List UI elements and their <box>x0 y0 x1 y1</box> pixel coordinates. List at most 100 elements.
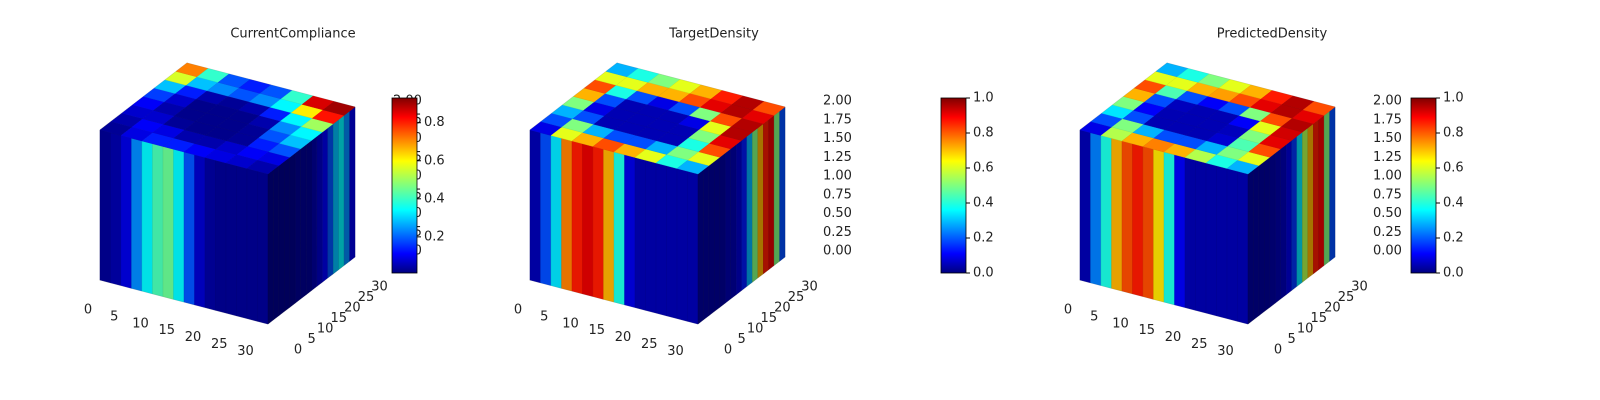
subplot-title: CurrentCompliance <box>230 27 355 42</box>
y-tick-label: 15 <box>1311 311 1328 326</box>
voxel-front <box>592 146 604 300</box>
voxel-front <box>540 132 552 286</box>
voxel-front <box>1153 149 1165 303</box>
y-tick-label: 15 <box>761 311 778 326</box>
y-tick-label: 20 <box>344 301 361 316</box>
z-tick-label: 0.50 <box>823 206 852 221</box>
voxel-side <box>267 169 274 325</box>
colorbar-tick-label: 0.8 <box>1443 126 1464 141</box>
voxel-front <box>1090 132 1102 286</box>
voxel-side <box>773 110 780 266</box>
x-tick-label: 25 <box>211 337 228 352</box>
colorbar-tick-label: 0.4 <box>424 191 445 206</box>
voxel-side <box>779 106 786 262</box>
voxel-side <box>1285 140 1292 296</box>
voxel-front <box>634 157 646 311</box>
colorbar-tick-label: 0.0 <box>973 266 994 281</box>
y-tick-label: 25 <box>1338 290 1355 305</box>
voxel-front <box>246 168 258 322</box>
voxel-front <box>152 143 164 297</box>
voxel-front <box>1205 162 1217 317</box>
voxel-side <box>1291 135 1298 291</box>
voxel-front <box>257 171 269 325</box>
voxel-front <box>183 151 195 306</box>
voxel-front <box>215 160 227 314</box>
colorbar-tick-label: 0.8 <box>424 115 445 130</box>
voxel-side <box>284 156 290 312</box>
voxel-side <box>1296 131 1303 287</box>
colorbar-tick-label: 0.4 <box>1443 196 1464 211</box>
x-tick-label: 20 <box>185 330 202 345</box>
z-tick-label: 0.75 <box>823 187 852 202</box>
y-tick-label: 30 <box>801 280 818 295</box>
voxel-front <box>1121 140 1133 295</box>
voxel-side <box>714 156 720 312</box>
z-tick-label: 0.00 <box>1373 244 1402 259</box>
subplot-title: PredictedDensity <box>1217 27 1328 42</box>
voxel-side <box>697 169 704 325</box>
z-tick-label: 1.50 <box>1373 131 1402 146</box>
voxel-side <box>316 131 323 287</box>
x-tick-label: 25 <box>641 337 658 352</box>
voxel-side <box>725 148 731 304</box>
voxel-front <box>655 162 667 317</box>
x-tick-label: 10 <box>562 316 579 331</box>
voxel-side <box>1307 123 1314 279</box>
voxel-side <box>1253 165 1260 321</box>
voxel-side <box>1274 148 1281 304</box>
voxel-side <box>300 144 307 300</box>
voxel-side <box>327 123 334 279</box>
y-tick-label: 0 <box>294 343 302 358</box>
voxel-front <box>582 143 594 297</box>
x-tick-label: 0 <box>514 303 522 318</box>
colorbar <box>1410 97 1437 274</box>
voxel-side <box>1302 127 1309 283</box>
voxel-front <box>131 138 143 292</box>
voxel-front <box>1111 138 1123 292</box>
x-tick-label: 25 <box>1191 337 1208 352</box>
voxel-side <box>1264 156 1271 312</box>
voxel-front <box>120 135 132 289</box>
voxel-front <box>236 165 248 319</box>
colorbar-tick-label: 1.0 <box>1443 91 1464 106</box>
colorbar-tick-label: 0.2 <box>973 231 994 246</box>
voxel-front <box>1184 157 1196 311</box>
y-tick-label: 30 <box>371 280 388 295</box>
voxel-front <box>687 171 699 325</box>
voxel-top <box>752 101 786 116</box>
x-tick-label: 10 <box>1112 316 1129 331</box>
voxel-front <box>99 129 111 284</box>
y-tick-label: 25 <box>358 290 375 305</box>
voxel-front <box>1163 151 1175 306</box>
voxel-front <box>1142 146 1154 300</box>
voxel-front <box>624 154 636 308</box>
z-tick-label: 1.75 <box>823 112 852 127</box>
y-tick-label: 20 <box>1324 301 1341 316</box>
z-tick-label: 0.75 <box>1373 187 1402 202</box>
z-tick-label: 1.50 <box>823 131 852 146</box>
colorbar-tick-label: 0.2 <box>1443 231 1464 246</box>
colorbar-tick-label: 0.6 <box>973 161 994 176</box>
z-tick-label: 1.25 <box>1373 150 1402 165</box>
z-tick-label: 1.00 <box>1373 169 1402 184</box>
voxel-front <box>1216 165 1228 319</box>
y-tick-label: 10 <box>747 322 764 337</box>
voxel-front <box>613 151 625 306</box>
colorbar-tick-label: 1.0 <box>973 91 994 106</box>
x-tick-label: 30 <box>237 344 254 359</box>
voxel-side <box>768 114 775 271</box>
x-tick-label: 0 <box>84 303 92 318</box>
voxel-side <box>1247 169 1254 325</box>
voxel-side <box>273 165 280 321</box>
voxel-side <box>338 114 345 271</box>
x-tick-label: 10 <box>132 316 149 331</box>
y-tick-label: 5 <box>1287 332 1295 347</box>
colorbar-tick-label: 0.6 <box>1443 161 1464 176</box>
voxel-side <box>757 123 764 279</box>
z-tick-label: 1.25 <box>823 150 852 165</box>
colorbar-tick-label: 0.2 <box>424 229 445 244</box>
